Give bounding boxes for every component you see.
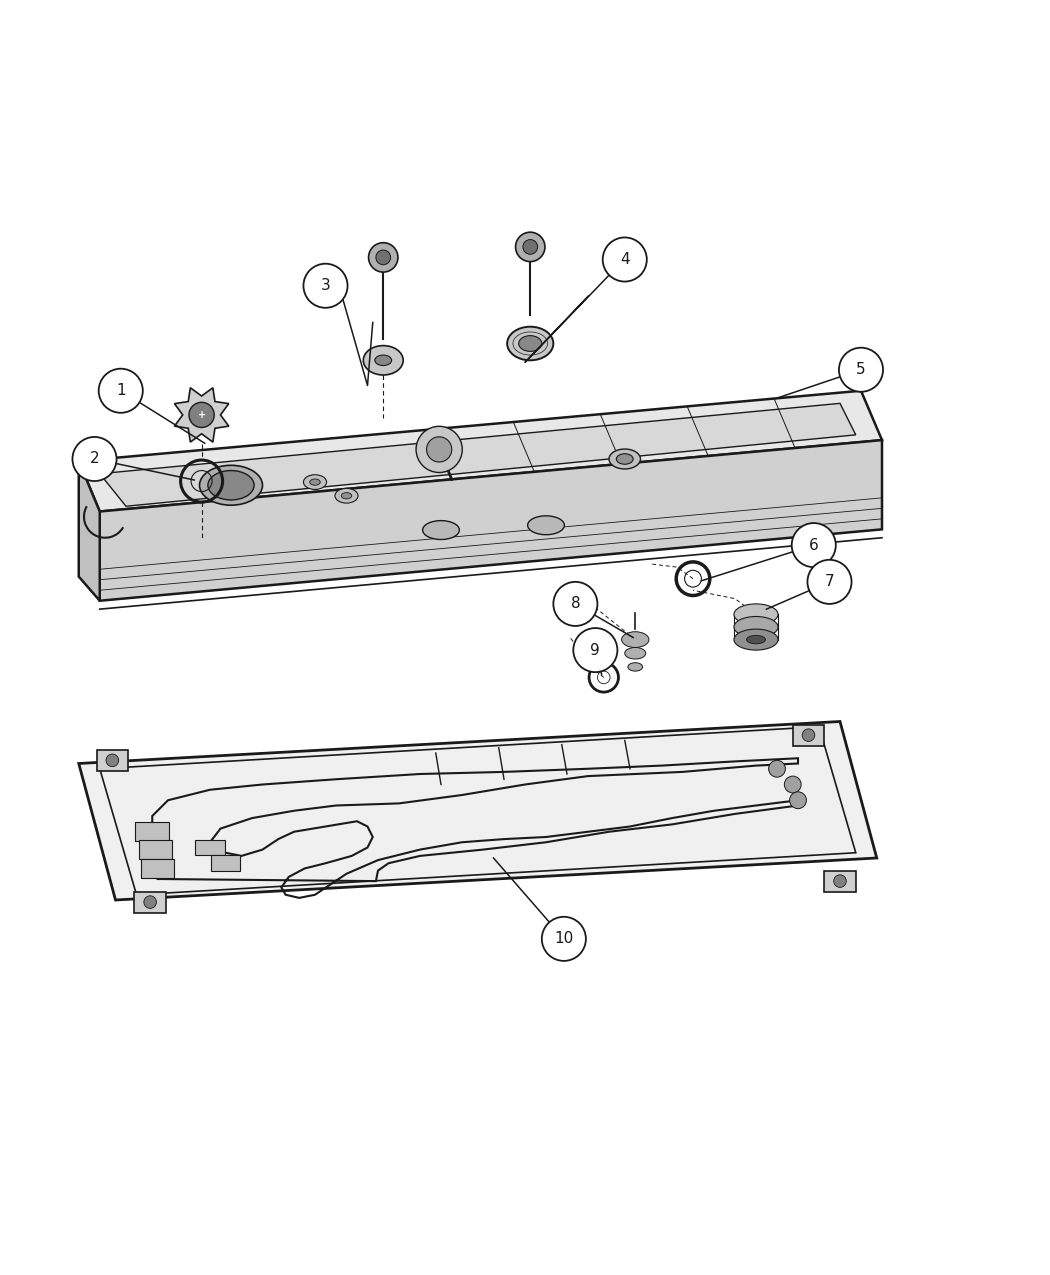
Bar [211,856,240,871]
Circle shape [376,250,391,265]
Circle shape [416,426,462,473]
Circle shape [99,368,143,413]
Ellipse shape [200,465,262,505]
Polygon shape [100,403,856,506]
Text: +: + [197,409,206,419]
Circle shape [106,754,119,766]
Ellipse shape [507,326,553,361]
Text: 10: 10 [554,931,573,946]
Ellipse shape [609,449,640,469]
Circle shape [426,437,452,462]
Ellipse shape [747,635,765,644]
Text: 4: 4 [620,252,630,266]
FancyBboxPatch shape [97,750,128,771]
Bar [141,859,174,878]
Ellipse shape [422,520,460,539]
Ellipse shape [616,454,633,464]
Ellipse shape [519,335,542,352]
Circle shape [839,348,883,391]
Polygon shape [79,722,877,900]
FancyBboxPatch shape [793,724,824,746]
Circle shape [790,792,806,808]
Circle shape [834,875,846,887]
Polygon shape [100,440,882,601]
Text: 2: 2 [89,451,100,467]
FancyBboxPatch shape [134,891,166,913]
Circle shape [603,237,647,282]
Ellipse shape [310,479,320,486]
Circle shape [189,403,214,427]
Bar [139,840,172,859]
Text: 8: 8 [570,597,581,612]
Text: 1: 1 [116,384,126,398]
Ellipse shape [341,492,352,499]
Ellipse shape [734,629,778,650]
Ellipse shape [208,470,254,500]
Text: 9: 9 [590,643,601,658]
Circle shape [542,917,586,961]
Text: 6: 6 [808,538,819,552]
Circle shape [792,523,836,567]
Circle shape [553,581,597,626]
Ellipse shape [628,663,643,671]
Circle shape [769,760,785,778]
FancyBboxPatch shape [824,871,856,891]
Polygon shape [174,388,229,442]
Circle shape [523,240,538,254]
Ellipse shape [527,516,565,534]
Circle shape [573,629,617,672]
Circle shape [303,264,348,307]
Ellipse shape [363,346,403,375]
Ellipse shape [375,354,392,366]
Circle shape [784,776,801,793]
Ellipse shape [622,631,649,648]
Ellipse shape [335,488,358,504]
Ellipse shape [625,648,646,659]
Ellipse shape [734,604,778,625]
Bar [195,840,225,856]
Ellipse shape [734,617,778,638]
Text: 3: 3 [320,278,331,293]
Ellipse shape [303,474,327,490]
Circle shape [516,232,545,261]
Polygon shape [79,390,882,511]
Circle shape [144,896,156,908]
Text: 5: 5 [856,362,866,377]
Circle shape [72,437,117,481]
Text: 7: 7 [824,574,835,589]
Circle shape [369,242,398,272]
Polygon shape [79,462,100,601]
Circle shape [807,560,852,604]
Circle shape [802,729,815,742]
Bar [135,822,169,842]
